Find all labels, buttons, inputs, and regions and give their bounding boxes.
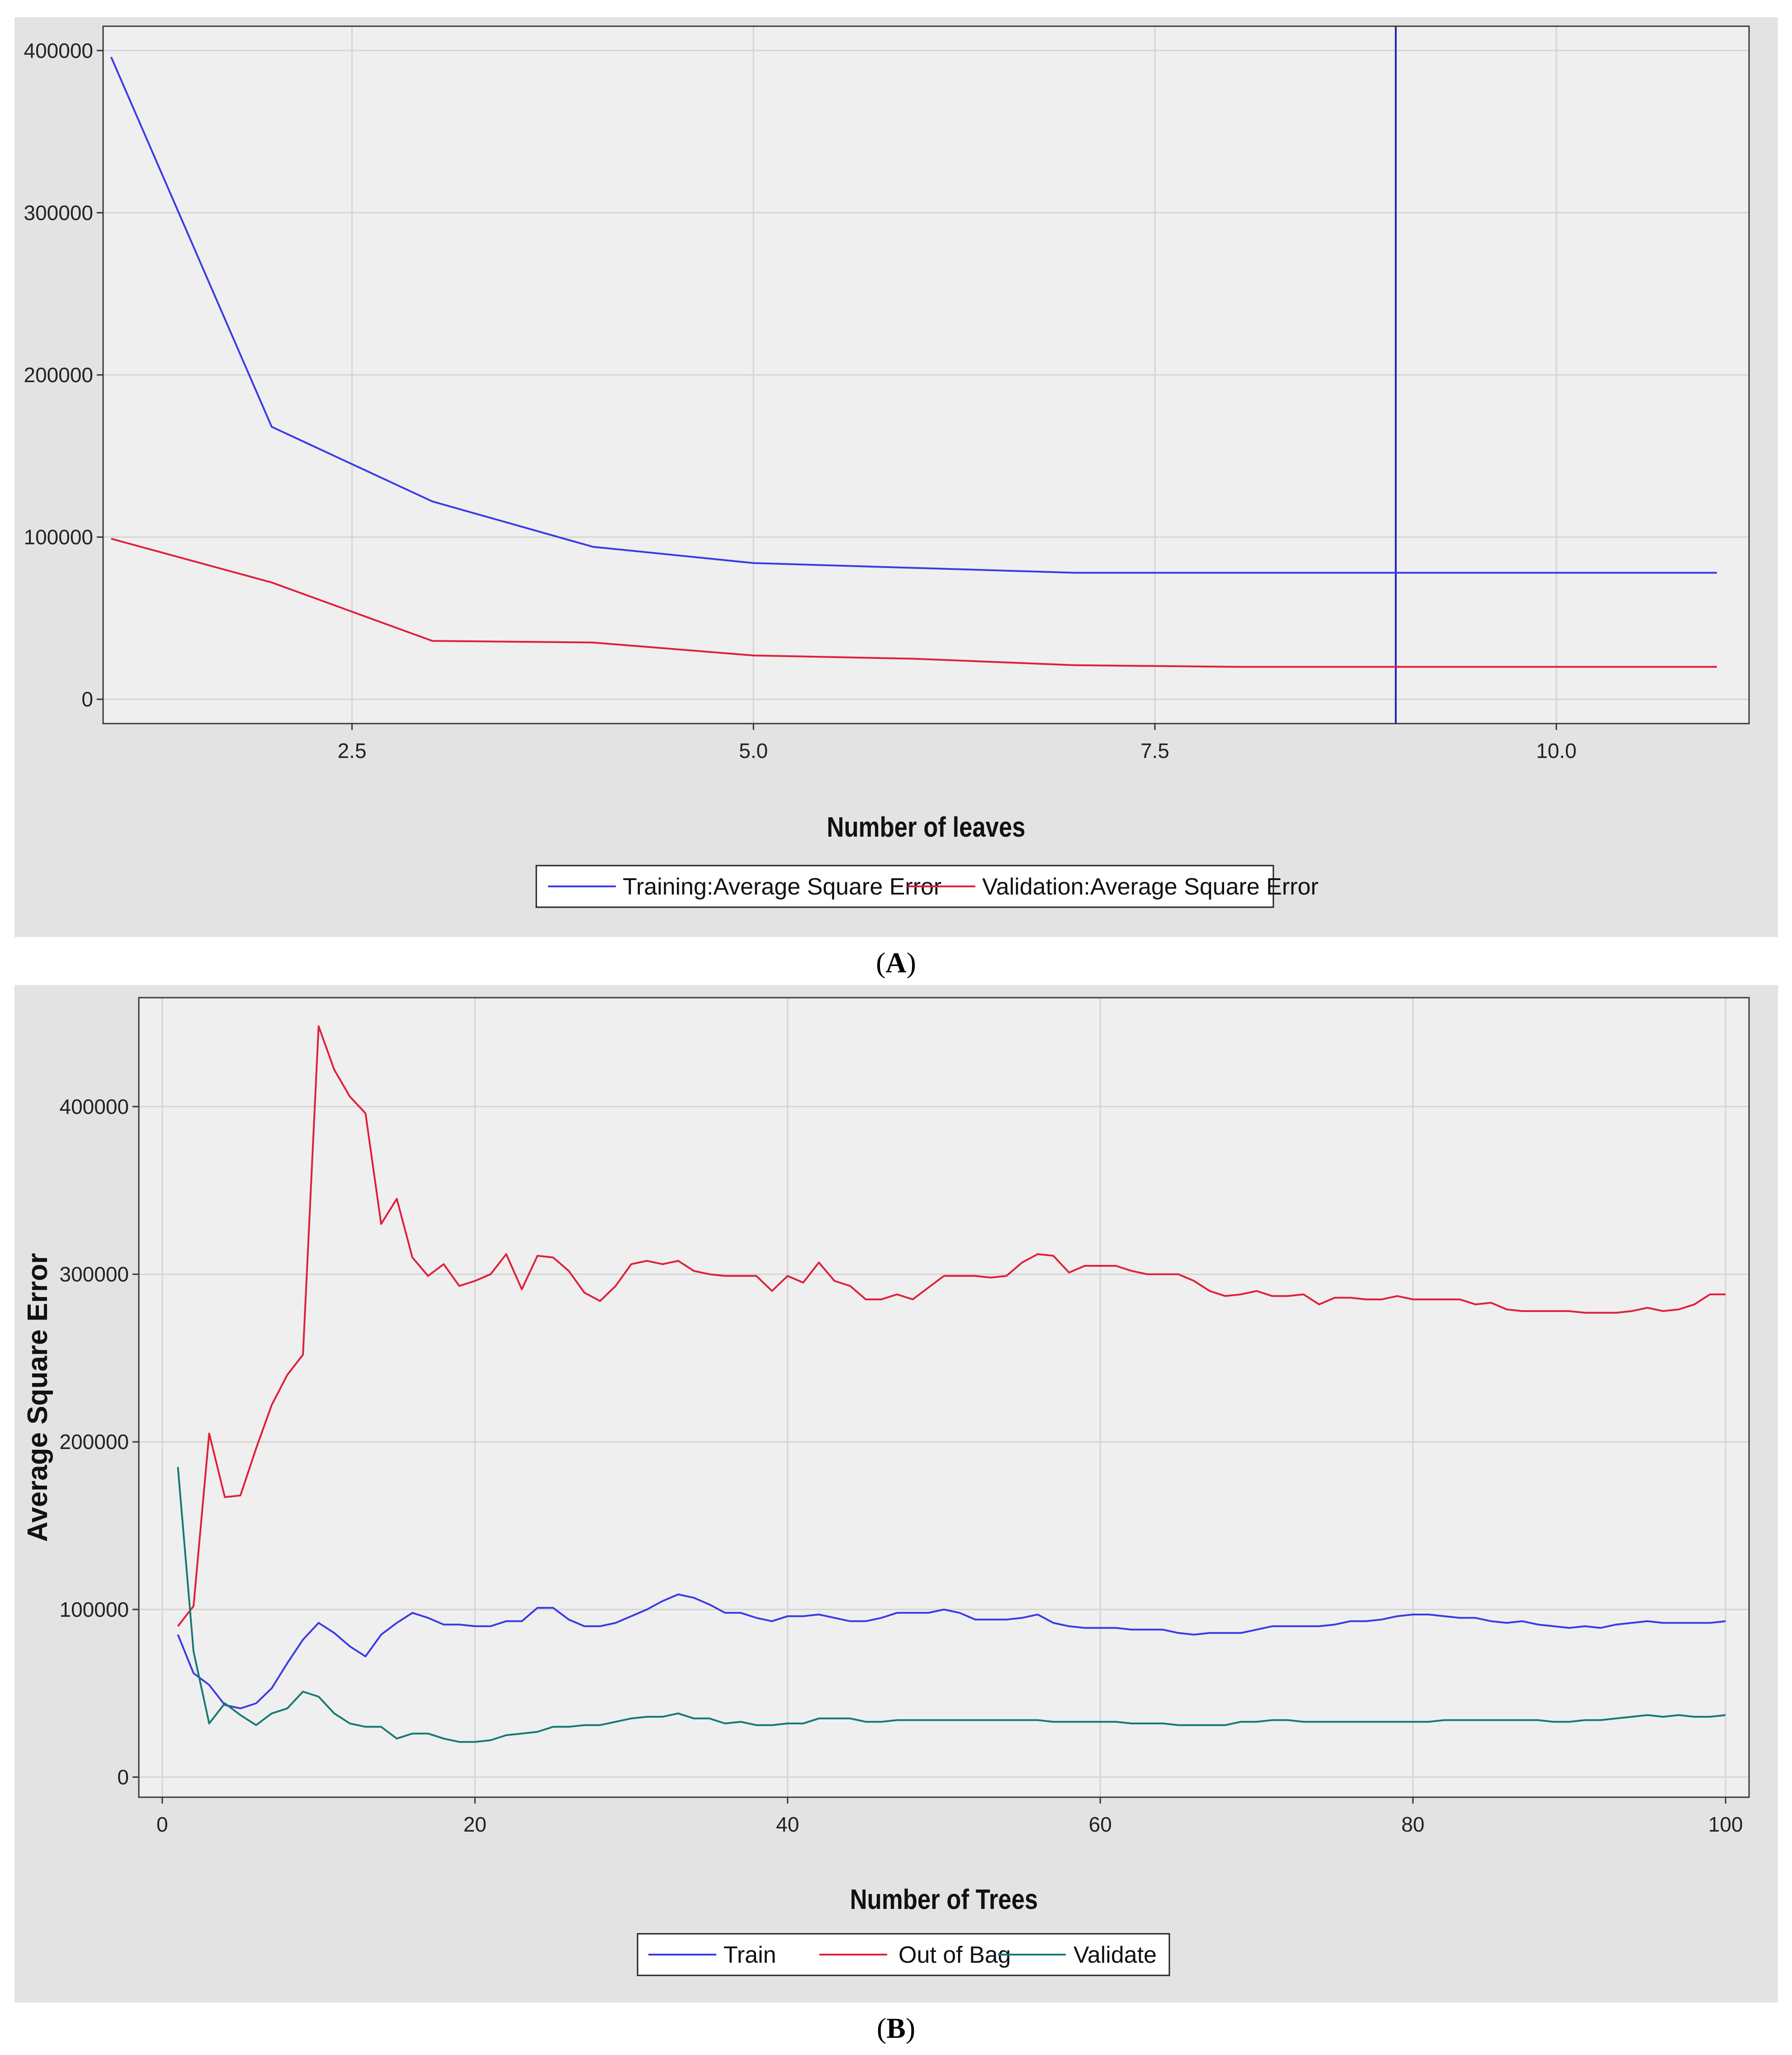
chart-a-series-validation-average-square-error [111, 538, 1717, 668]
chart-a-x-tick-label: 2.5 [337, 739, 366, 762]
caption-b-letter: B [886, 2012, 906, 2044]
caption-a: (A) [876, 947, 916, 979]
chart-b-x-tick-label: 20 [463, 1813, 487, 1836]
chart-b-plot-frame [138, 997, 1750, 1798]
chart-b-legend-label: Out of Bag [898, 1942, 1011, 1968]
chart-panel-a: 2.5 5.0 7.5 10.0 0 100000 200000 300000 400000 Nu… [14, 17, 1778, 937]
chart-b-series-train [177, 1593, 1726, 1709]
chart-a-svg: 2.5 5.0 7.5 10.0 0 100000 200000 300000 400000 Nu… [24, 25, 1750, 908]
chart-a-y-tick-label: 400000 [24, 39, 94, 62]
chart-a-x-tick-label: 7.5 [1140, 739, 1169, 762]
chart-a-x-tick-label: 5.0 [739, 739, 768, 762]
caption-a-letter: A [885, 947, 907, 979]
chart-b-y-tick-label: 200000 [60, 1430, 129, 1454]
chart-b-series-validate [177, 1467, 1726, 1743]
chart-a-series-training-average-square-error [110, 57, 1717, 574]
chart-a-x-axis-label: Number of leaves [827, 812, 1025, 843]
chart-b-legend-label: Train [723, 1942, 776, 1968]
chart-b-svg: 0 20 40 60 80 100 0 100000 200000 300000 400000 Num… [22, 997, 1750, 1976]
chart-a-legend-box [535, 865, 1274, 908]
chart-b-y-axis-label: Average Square Error [22, 1253, 53, 1542]
chart-a-y-tick-label: 0 [81, 687, 93, 711]
chart-b-x-axis-label: Number of Trees [850, 1884, 1038, 1915]
chart-panel-b: 0 20 40 60 80 100 0 100000 200000 300000 400000 Num… [14, 985, 1778, 2003]
chart-b-y-tick-label: 0 [117, 1766, 129, 1789]
chart-b-y-tick-label: 400000 [60, 1095, 129, 1118]
caption-b: (B) [876, 2012, 916, 2044]
chart-a-y-tick-label: 300000 [24, 201, 94, 224]
chart-b-x-tick-label: 60 [1089, 1813, 1112, 1836]
chart-a-plot-frame [102, 25, 1750, 724]
chart-a-y-tick-label: 100000 [24, 526, 94, 549]
chart-b-x-tick-label: 80 [1401, 1813, 1424, 1836]
chart-b-plot-area [138, 997, 1750, 1798]
chart-b-x-tick-label: 100 [1708, 1813, 1743, 1836]
chart-b-legend-box [637, 1933, 1170, 1976]
chart-b-y-tick-label: 100000 [60, 1598, 129, 1621]
chart-b-series-out-of-bag [177, 1025, 1726, 1627]
chart-a-legend-label: Validation:Average Square Error [982, 874, 1319, 900]
chart-b-x-tick-label: 40 [776, 1813, 799, 1836]
chart-a-legend-label: Training:Average Square Error [623, 874, 941, 900]
chart-b-y-tick-label: 300000 [60, 1263, 129, 1286]
chart-b-legend-label: Validate [1073, 1942, 1157, 1968]
chart-a-y-tick-label: 200000 [24, 363, 94, 387]
chart-b-x-tick-label: 0 [156, 1813, 168, 1836]
chart-a-x-tick-label: 10.0 [1536, 739, 1577, 762]
